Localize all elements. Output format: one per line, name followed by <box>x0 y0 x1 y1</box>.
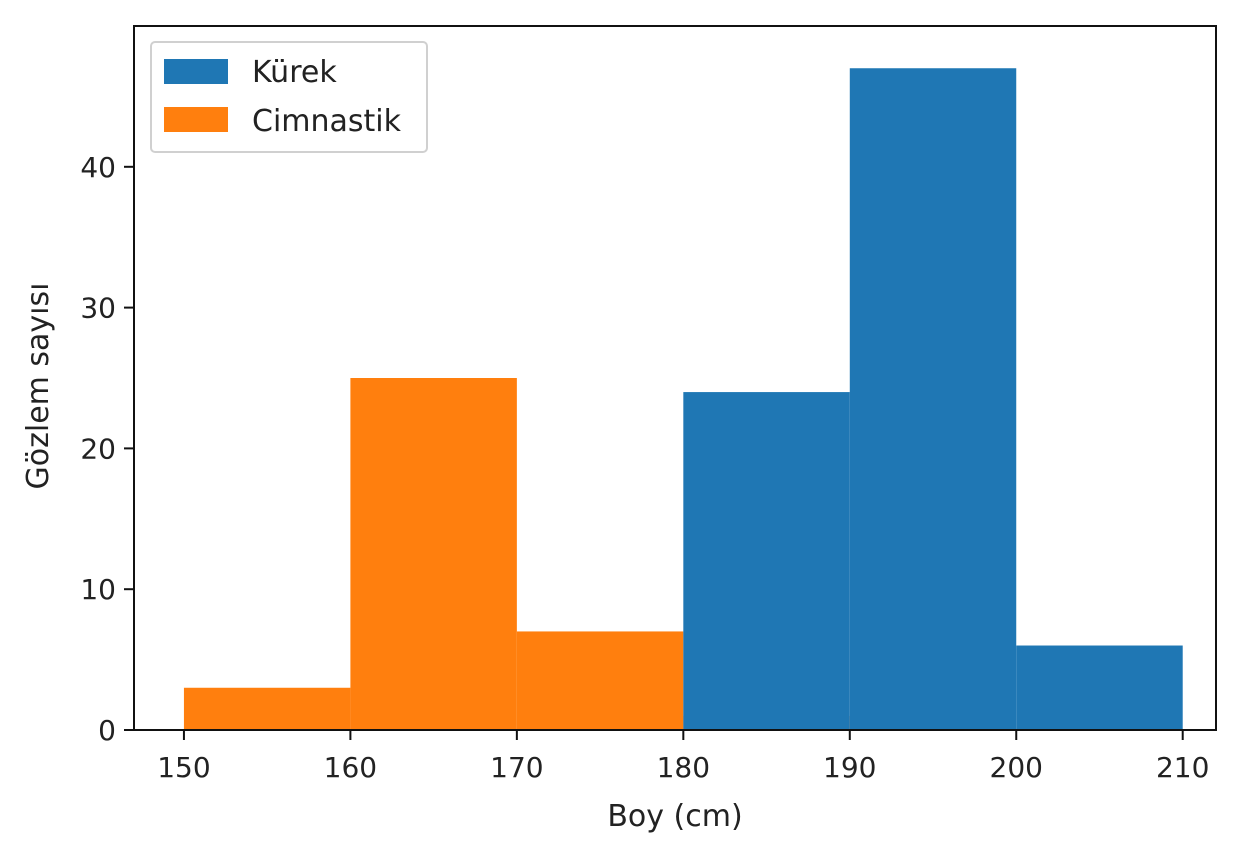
legend-label-cimnastik: Cimnastik <box>252 104 402 139</box>
bar-cimnastik-160-170 <box>350 378 517 730</box>
plot-frame <box>133 25 1217 731</box>
legend: Kürek Cimnastik <box>150 41 428 153</box>
x-tick-label-210: 210 <box>1156 751 1209 784</box>
y-tick-label-0: 0 <box>98 714 116 747</box>
y-tick-label-20: 20 <box>80 432 116 465</box>
y-tick-label-10: 10 <box>80 573 116 606</box>
y-tick-label-30: 30 <box>80 292 116 325</box>
bar-kurek-200-210 <box>1016 645 1183 730</box>
x-axis-ticks: 150 160 170 180 190 200 210 <box>157 730 1209 784</box>
bar-cimnastik-170-180 <box>516 631 684 730</box>
x-tick-label-170: 170 <box>490 751 543 784</box>
bar-kurek-180-190 <box>683 392 850 730</box>
bar-kurek-190-200 <box>849 68 1017 731</box>
y-axis-ticks: 0 10 20 30 40 <box>80 151 134 747</box>
legend-swatch-kurek <box>164 59 228 84</box>
legend-swatch-cimnastik <box>164 107 228 132</box>
bars-layer <box>183 68 1183 731</box>
x-tick-label-160: 160 <box>324 751 377 784</box>
y-tick-label-40: 40 <box>80 151 116 184</box>
x-tick-label-200: 200 <box>990 751 1043 784</box>
bar-cimnastik-150-160 <box>183 687 351 730</box>
x-tick-label-190: 190 <box>823 751 876 784</box>
x-axis-label: Boy (cm) <box>607 799 742 834</box>
x-tick-label-180: 180 <box>657 751 710 784</box>
y-axis-label: Gözlem sayısı <box>21 283 56 490</box>
x-tick-label-150: 150 <box>157 751 210 784</box>
legend-label-kurek: Kürek <box>252 55 337 90</box>
